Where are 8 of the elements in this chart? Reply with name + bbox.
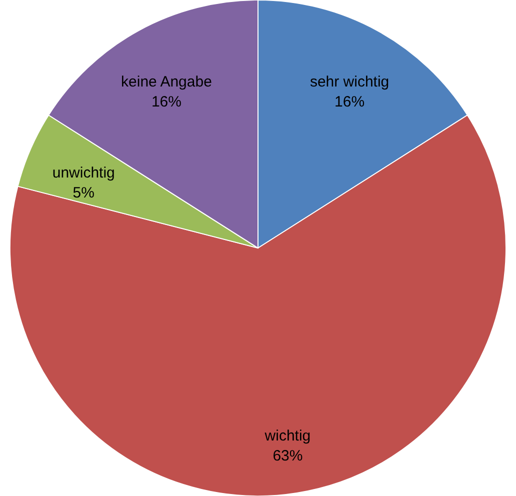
slice-label: keine Angabe [121, 74, 212, 90]
data-label: 16% [334, 94, 365, 110]
slice-label: wichtig [264, 428, 311, 445]
slice-label: sehr wichtig [310, 74, 390, 90]
data-label: 63% [272, 448, 303, 465]
slice-label: unwichtig [52, 164, 115, 182]
data-label: 5% [72, 184, 94, 202]
data-label: 16% [151, 94, 182, 110]
